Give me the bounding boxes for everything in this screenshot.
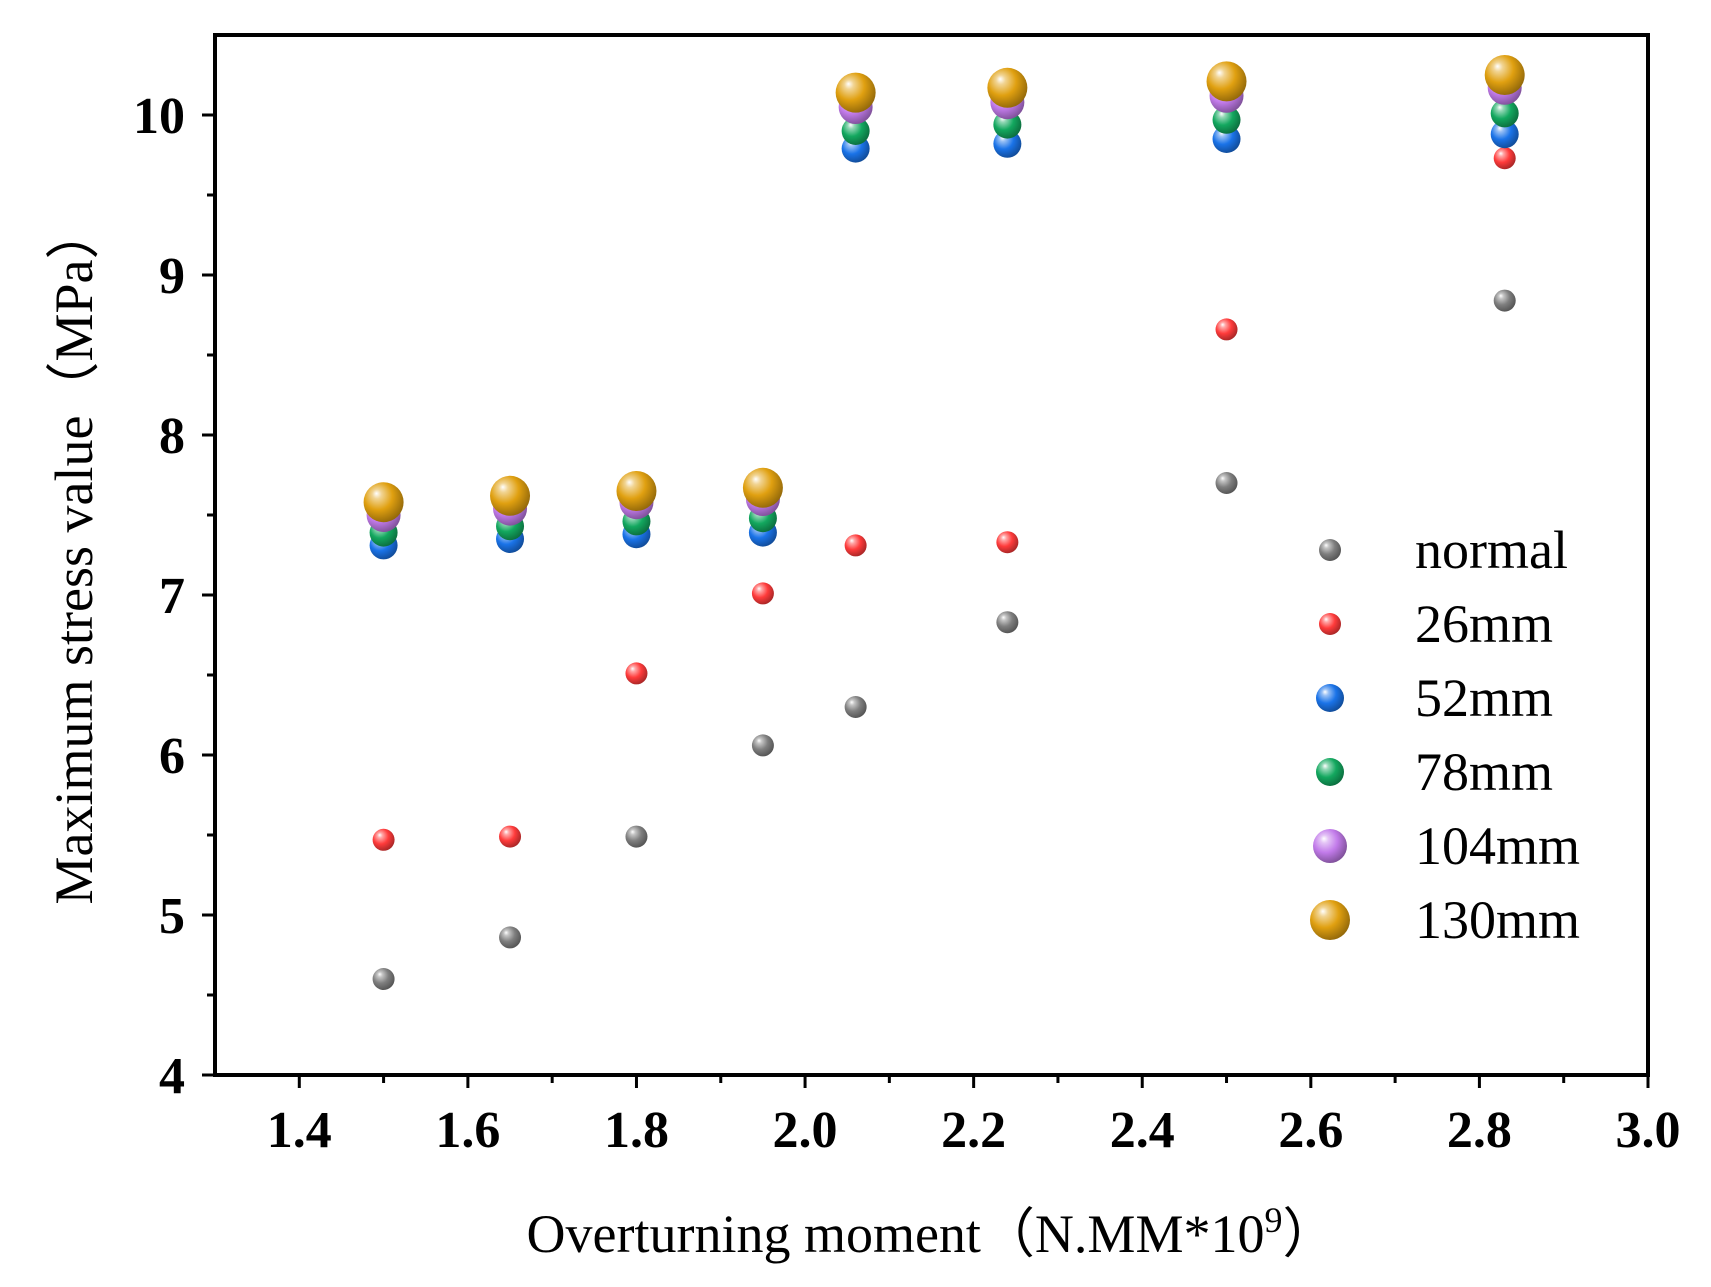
x-tick-label: 2.4 — [1110, 1102, 1175, 1159]
x-axis-title-main: Overturning moment（N.MM*10 — [527, 1204, 1265, 1264]
data-point-130mm — [835, 72, 876, 113]
data-point-normal — [499, 926, 522, 949]
y-tick-label: 9 — [159, 248, 185, 305]
data-point-130mm — [742, 467, 783, 508]
y-tick-label: 7 — [159, 568, 185, 625]
legend-label-78mm: 78mm — [1415, 742, 1553, 802]
y-tick-label: 8 — [159, 408, 185, 465]
y-tick-label: 4 — [159, 1048, 185, 1105]
x-tick-label: 1.4 — [267, 1102, 332, 1159]
data-point-52mm — [1490, 120, 1519, 149]
legend: normal 26mm 52mm 78mm 104mm 130mm — [1310, 520, 1580, 950]
data-point-26mm — [844, 534, 867, 557]
legend-label-52mm: 52mm — [1415, 668, 1553, 728]
legend-label-26mm: 26mm — [1415, 594, 1553, 654]
x-axis-title-superscript: 9 — [1264, 1200, 1282, 1240]
data-point-130mm — [1206, 61, 1247, 102]
y-axis-title: Maximum stress value（MPa） — [44, 206, 104, 905]
data-point-26mm — [751, 582, 774, 605]
data-point-26mm — [625, 662, 648, 685]
data-point-130mm — [987, 67, 1028, 108]
data-point-normal — [751, 734, 774, 757]
x-tick-label: 2.2 — [941, 1102, 1006, 1159]
x-tick-label: 2.0 — [773, 1102, 838, 1159]
x-tick-label: 1.8 — [604, 1102, 669, 1159]
data-point-130mm — [490, 475, 531, 516]
legend-marker-78mm — [1316, 758, 1344, 786]
x-tick-label: 1.6 — [435, 1102, 500, 1159]
y-tick-label: 5 — [159, 888, 185, 945]
x-tick-label: 3.0 — [1616, 1102, 1681, 1159]
legend-marker-normal — [1319, 539, 1341, 561]
legend-marker-104mm — [1313, 829, 1347, 863]
x-axis-title: Overturning moment（N.MM*109） — [527, 1200, 1337, 1264]
data-point-130mm — [363, 482, 404, 523]
data-point-130mm — [616, 471, 657, 511]
data-point-78mm — [1212, 105, 1241, 134]
data-point-78mm — [841, 117, 870, 145]
data-point-normal — [844, 696, 867, 718]
x-axis-title-suffix: ） — [1282, 1204, 1336, 1264]
data-point-52mm — [1212, 125, 1241, 153]
legend-marker-52mm — [1316, 684, 1344, 712]
data-point-26mm — [1493, 147, 1516, 170]
data-point-normal — [372, 968, 395, 990]
data-point-130mm — [1484, 55, 1525, 95]
y-tick-label: 6 — [159, 728, 185, 785]
data-point-normal — [996, 611, 1019, 634]
data-point-normal — [1493, 289, 1516, 312]
data-point-26mm — [499, 825, 522, 848]
data-point-26mm — [372, 828, 395, 851]
data-point-26mm — [1215, 318, 1238, 341]
legend-label-104mm: 104mm — [1415, 816, 1580, 876]
data-point-normal — [1215, 472, 1238, 494]
data-point-26mm — [996, 531, 1019, 554]
legend-label-130mm: 130mm — [1415, 890, 1580, 950]
data-point-52mm — [993, 129, 1022, 158]
legend-label-normal: normal — [1415, 520, 1568, 580]
y-tick-label: 10 — [133, 88, 185, 145]
legend-marker-130mm — [1310, 900, 1350, 940]
data-point-normal — [625, 825, 648, 848]
x-tick-label: 2.6 — [1278, 1102, 1343, 1159]
legend-marker-26mm — [1319, 613, 1341, 635]
data-point-78mm — [1490, 99, 1519, 128]
x-tick-label: 2.8 — [1447, 1102, 1512, 1159]
plot-frame — [213, 33, 1650, 1077]
